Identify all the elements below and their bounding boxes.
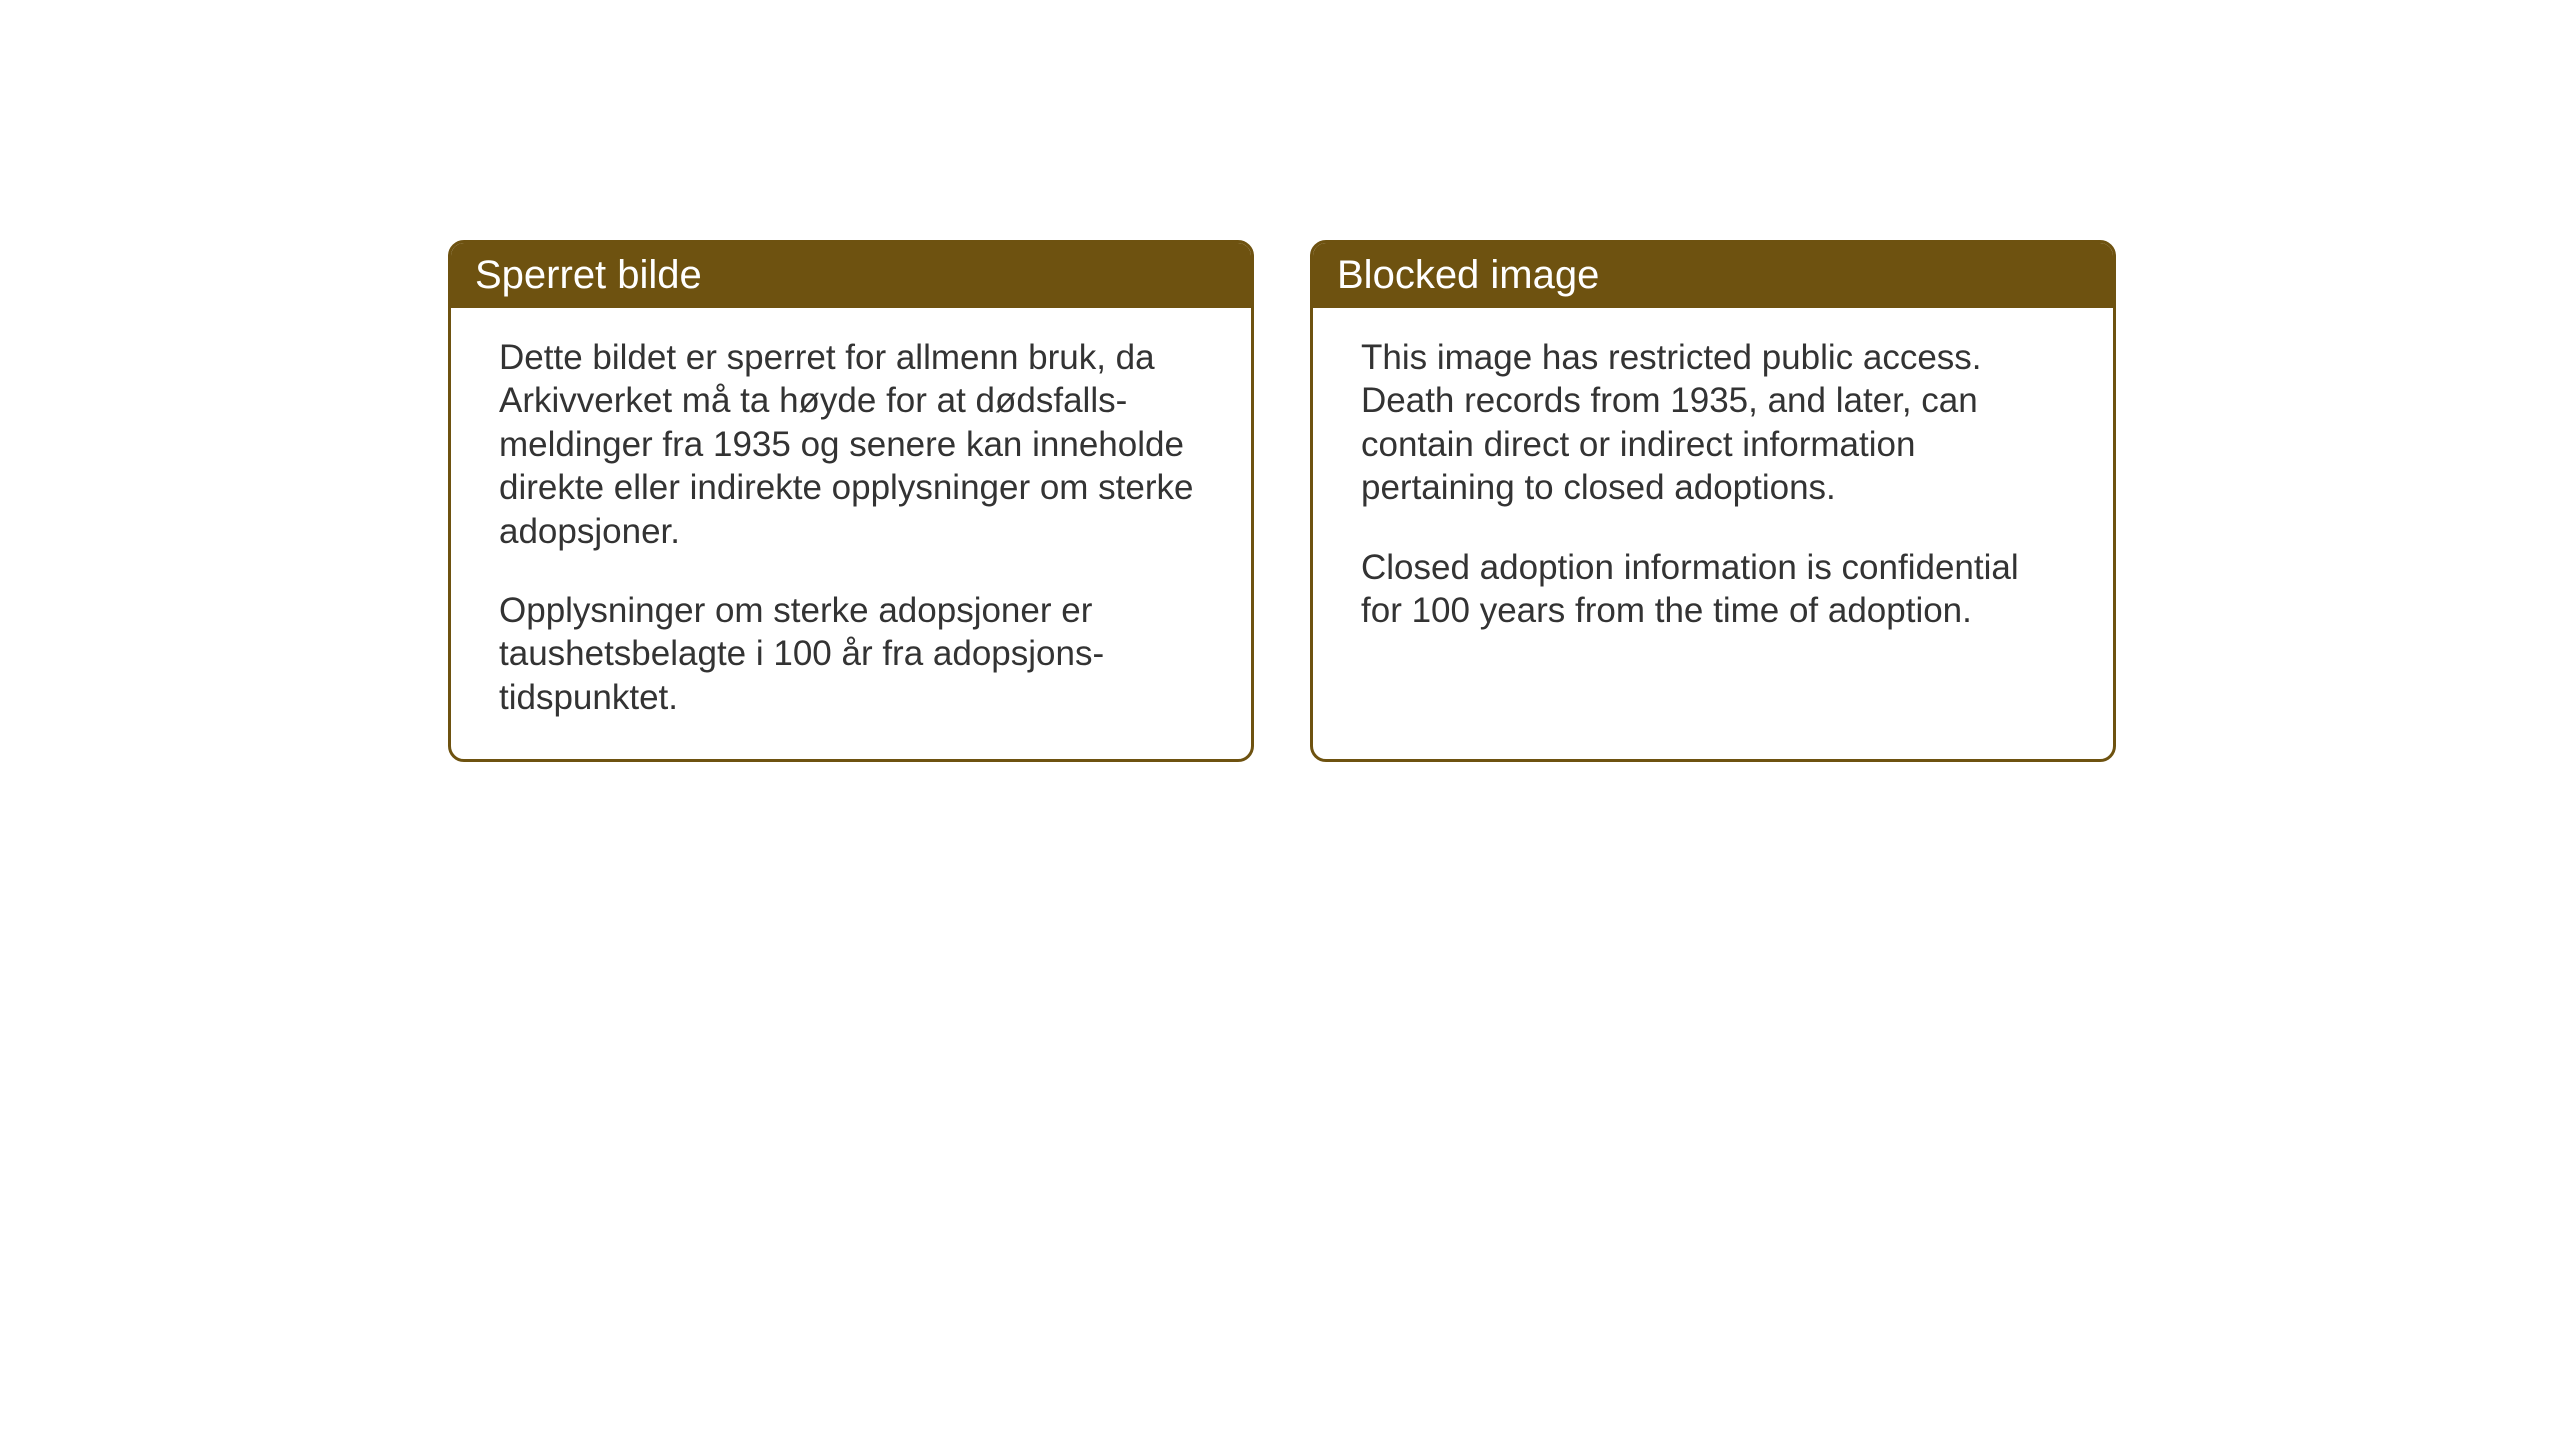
- norwegian-card-header: Sperret bilde: [451, 243, 1251, 308]
- notice-cards-container: Sperret bilde Dette bildet er sperret fo…: [448, 240, 2116, 762]
- english-paragraph-2: Closed adoption information is confident…: [1361, 546, 2065, 633]
- norwegian-notice-card: Sperret bilde Dette bildet er sperret fo…: [448, 240, 1254, 762]
- norwegian-paragraph-1: Dette bildet er sperret for allmenn bruk…: [499, 336, 1203, 553]
- norwegian-card-body: Dette bildet er sperret for allmenn bruk…: [451, 308, 1251, 759]
- norwegian-card-title: Sperret bilde: [475, 253, 702, 297]
- english-card-header: Blocked image: [1313, 243, 2113, 308]
- english-notice-card: Blocked image This image has restricted …: [1310, 240, 2116, 762]
- english-paragraph-1: This image has restricted public access.…: [1361, 336, 2065, 510]
- english-card-body: This image has restricted public access.…: [1313, 308, 2113, 672]
- english-card-title: Blocked image: [1337, 253, 1599, 297]
- norwegian-paragraph-2: Opplysninger om sterke adopsjoner er tau…: [499, 589, 1203, 719]
